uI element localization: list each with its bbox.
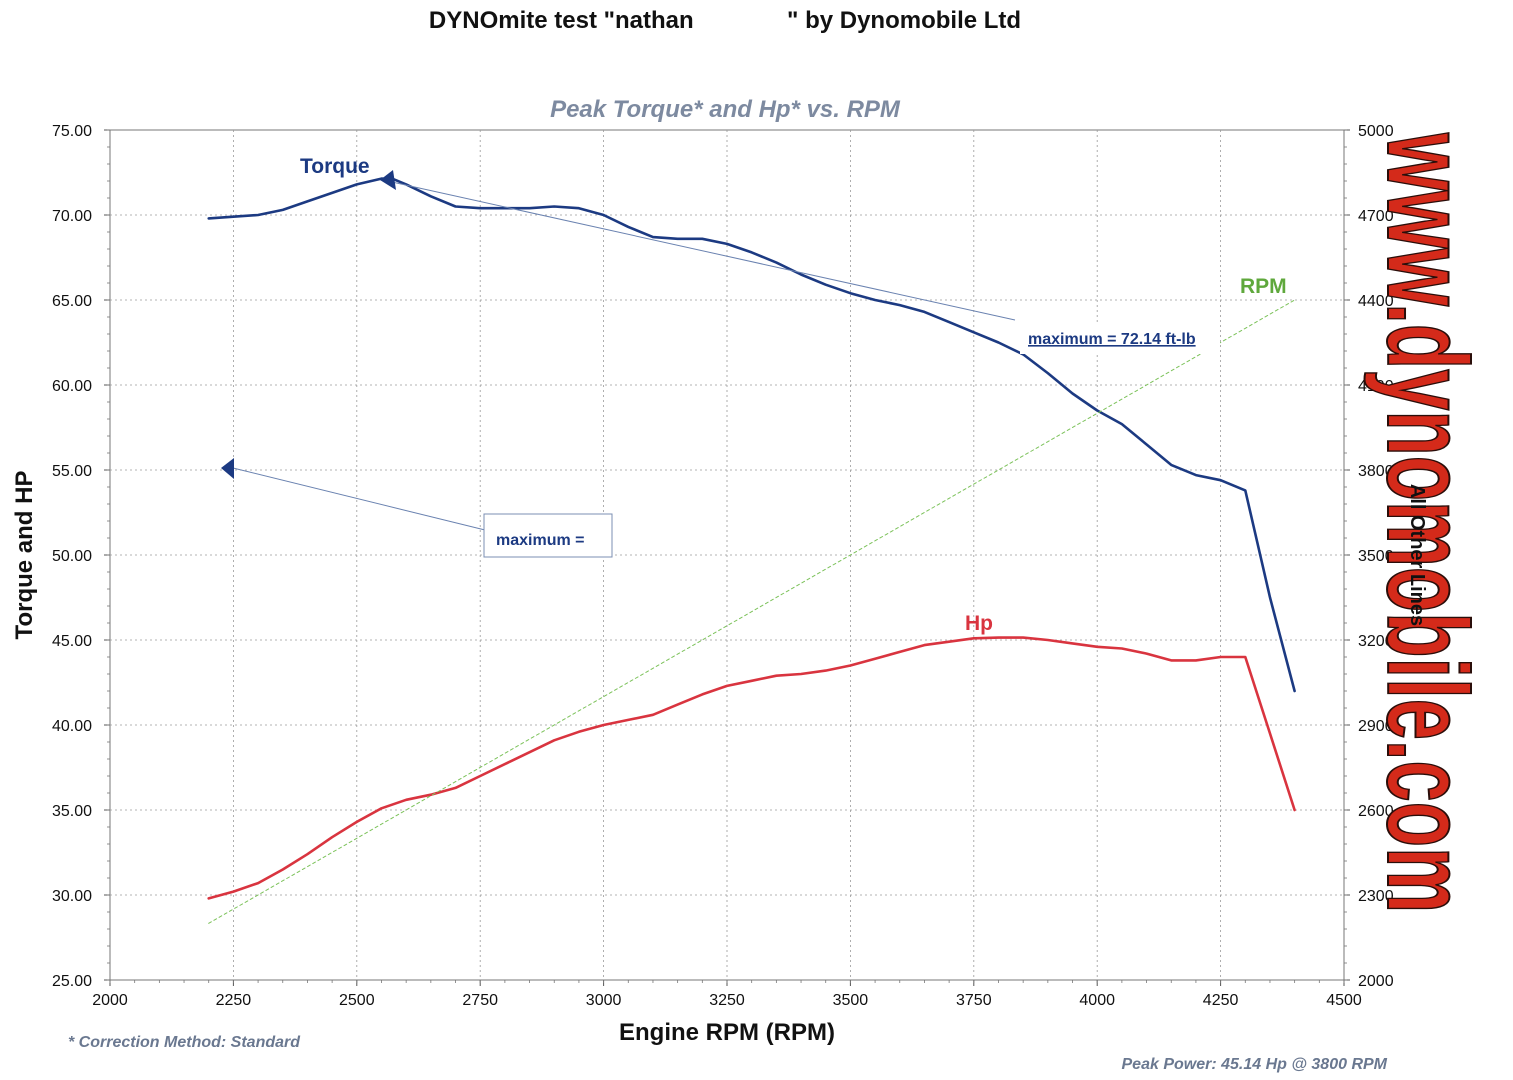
x-tick-label: 4500: [1326, 992, 1362, 1009]
x-tick-label: 4000: [1079, 992, 1115, 1009]
y2-tick-label: 2900: [1358, 718, 1394, 735]
second-max-marker: [221, 458, 234, 479]
x-tick-label: 2500: [339, 992, 375, 1009]
x-tick-label: 3750: [956, 992, 992, 1009]
y-tick-label: 30.00: [52, 888, 92, 905]
y2-axis-label: All Other Lines: [1406, 484, 1428, 626]
peak-power-note: Peak Power: 45.14 Hp @ 3800 RPM: [1122, 1056, 1388, 1073]
x-tick-label: 3000: [586, 992, 622, 1009]
watermark-logo: www.dynomobile.com: [1363, 132, 1490, 913]
second-max-box: [483, 513, 613, 558]
y2-tick-label: 2000: [1358, 973, 1394, 990]
torque-max-box: [1020, 322, 1220, 354]
hp-series-label: Hp: [965, 612, 993, 635]
x-tick-label: 2750: [462, 992, 498, 1009]
page-title: DYNOmite test "nathan " by Dynomobile Lt…: [429, 7, 1021, 34]
torque-max-marker: [380, 170, 396, 190]
chart-title: Peak Torque* and Hp* vs. RPM: [550, 96, 901, 123]
series-line-rpm: [208, 299, 1296, 924]
y-axis-ticks: 25.00 30.00 35.00 40.00 45.00 50.00 55.00 60.00…: [52, 123, 110, 990]
y2-tick-label: 5000: [1358, 123, 1394, 140]
x-tick-label: 4250: [1203, 992, 1239, 1009]
y-tick-label: 65.00: [52, 293, 92, 310]
y2-tick-label: 4100: [1358, 378, 1394, 395]
series-line-hp: [207, 636, 1296, 900]
y2-tick-label: 3800: [1358, 463, 1394, 480]
correction-note: * Correction Method: Standard: [68, 1034, 301, 1051]
y-tick-label: 35.00: [52, 803, 92, 820]
rpm-series-label: RPM: [1240, 275, 1287, 298]
x-tick-label: 3500: [833, 992, 869, 1009]
x-tick-label: 2250: [216, 992, 252, 1009]
y2-tick-label: 4700: [1358, 208, 1394, 225]
series-group: [207, 177, 1296, 924]
y-axis-label: Torque and HP: [11, 471, 38, 640]
torque-max-annotation: maximum = 72.14 ft-lb: [1028, 331, 1196, 348]
x-axis-ticks: 2000 2250 2500 2750 3000 3250 3500 3750 4000 4250…: [92, 980, 1362, 1009]
y2-tick-label: 4400: [1358, 293, 1394, 310]
y-tick-label: 75.00: [52, 123, 92, 140]
y2-axis-ticks: 2000 2300 2600 2900 3200 3500 3800 4100 4400 4700…: [1344, 123, 1394, 990]
y2-tick-label: 2600: [1358, 803, 1394, 820]
second-max-annotation: maximum =: [496, 532, 584, 549]
y2-tick-label: 3200: [1358, 633, 1394, 650]
series-line-torque: [207, 177, 1296, 693]
y-tick-label: 25.00: [52, 973, 92, 990]
second-max-leader: [232, 467, 486, 531]
torque-series-label: Torque: [300, 155, 370, 178]
x-axis-label: Engine RPM (RPM): [619, 1019, 835, 1046]
y-tick-label: 70.00: [52, 208, 92, 225]
y-tick-label: 40.00: [52, 718, 92, 735]
x-tick-label: 2000: [92, 992, 128, 1009]
grid: [110, 130, 1344, 980]
y-tick-label: 50.00: [52, 548, 92, 565]
y2-tick-label: 3500: [1358, 548, 1394, 565]
x-tick-label: 3250: [709, 992, 745, 1009]
y-tick-label: 55.00: [52, 463, 92, 480]
y-tick-label: 60.00: [52, 378, 92, 395]
y2-tick-label: 2300: [1358, 888, 1394, 905]
y-tick-label: 45.00: [52, 633, 92, 650]
torque-max-leader: [391, 181, 1016, 321]
